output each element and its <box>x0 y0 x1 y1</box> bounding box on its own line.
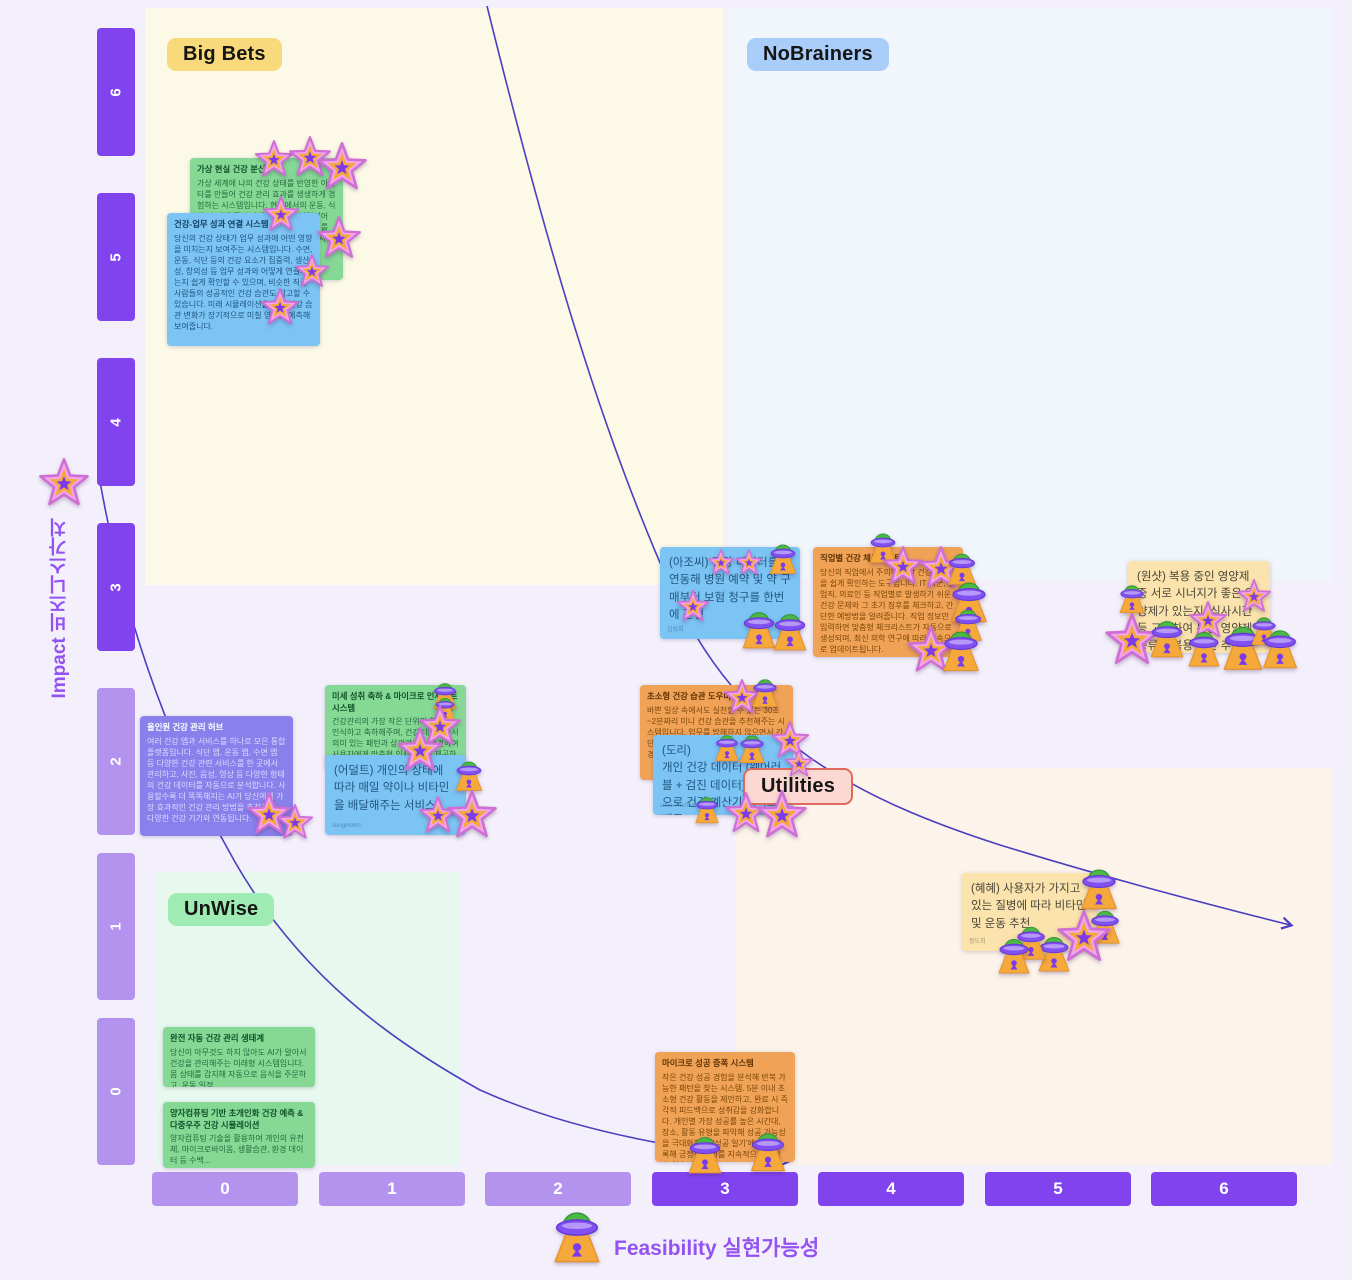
note-author: 김성희 <box>667 627 684 633</box>
star-sticker[interactable] <box>707 549 735 577</box>
ufo-sticker[interactable] <box>766 542 800 576</box>
y-tick-3: 3 <box>97 523 135 651</box>
ufo-sticker[interactable] <box>1034 934 1074 974</box>
quadrant-label-unwise[interactable]: UnWise <box>168 893 275 926</box>
x-tick-4: 4 <box>818 1172 964 1206</box>
note-title: 완전 자동 건강 관리 생태계 <box>170 1033 265 1043</box>
quadrant-label-big-bets[interactable]: Big Bets <box>167 38 282 71</box>
x-axis-title: Feasibility 실현가능성 <box>614 1237 820 1260</box>
star-sticker[interactable] <box>1056 910 1112 966</box>
x-tick-1: 1 <box>319 1172 465 1206</box>
note-body: 당신이 아무것도 하지 않아도 AI가 알아서 건강을 관리해주는 미래형 시스… <box>170 1047 307 1087</box>
quadrant-label-nobrainers[interactable]: NoBrainers <box>747 38 889 71</box>
y-tick-0: 0 <box>97 1018 135 1165</box>
quadrant-nobrainers-area <box>727 8 1332 580</box>
note-title: 건강-업무 성과 연결 시스템 <box>174 219 269 229</box>
note-author: 정도희 <box>969 939 986 945</box>
ufo-sticker[interactable] <box>994 936 1034 976</box>
star-sticker[interactable] <box>254 140 294 180</box>
star-sticker[interactable] <box>756 790 808 842</box>
y-tick-5: 5 <box>97 193 135 321</box>
ufo-sticker[interactable] <box>938 628 984 674</box>
star-sticker[interactable] <box>262 196 300 234</box>
star-sticker[interactable] <box>288 136 332 180</box>
ufo-sticker[interactable] <box>1116 583 1148 615</box>
star-sticker[interactable] <box>316 216 362 262</box>
ufo-sticker[interactable] <box>684 1134 726 1176</box>
star-sticker[interactable] <box>276 804 314 842</box>
note-author: sungin0607 <box>332 823 364 829</box>
y-axis-title: Impact 비즈니스가치 <box>49 518 70 699</box>
y-tick-6: 6 <box>97 28 135 156</box>
star-sticker[interactable] <box>735 549 763 577</box>
x-tick-5: 5 <box>985 1172 1131 1206</box>
star-sticker[interactable] <box>446 790 498 842</box>
x-tick-2: 2 <box>485 1172 631 1206</box>
note-title: 올인원 건강 관리 허브 <box>147 722 224 732</box>
ufo-sticker[interactable] <box>692 795 722 825</box>
star-sticker[interactable] <box>294 254 330 290</box>
y-tick-1: 1 <box>97 853 135 1000</box>
star-sticker[interactable] <box>396 727 444 775</box>
star-sticker[interactable] <box>784 749 814 779</box>
star-sticker[interactable] <box>38 458 90 510</box>
note-title: 양자컴퓨팅 기반 초개인화 건강 예측 & 다중우주 건강 시뮬레이션 <box>170 1108 304 1130</box>
ufo-sticker[interactable] <box>749 677 781 709</box>
ufo-sticker[interactable] <box>1258 627 1302 671</box>
x-tick-6: 6 <box>1151 1172 1297 1206</box>
note-title: 가상 현실 건강 분신 <box>197 164 266 174</box>
ufo-sticker[interactable] <box>1076 866 1122 912</box>
ufo-sticker[interactable] <box>1012 924 1050 962</box>
ufo-sticker[interactable] <box>736 733 768 765</box>
star-sticker[interactable] <box>1236 579 1272 615</box>
ufo-sticker[interactable] <box>452 759 486 793</box>
ufo-sticker[interactable] <box>769 611 811 653</box>
ufo-sticker[interactable] <box>1146 618 1188 660</box>
x-tick-3: 3 <box>652 1172 798 1206</box>
star-sticker[interactable] <box>316 142 368 194</box>
note-title: 마이크로 성공 증폭 시스템 <box>662 1058 754 1068</box>
x-tick-0: 0 <box>152 1172 298 1206</box>
star-sticker[interactable] <box>260 288 300 328</box>
ufo-sticker[interactable] <box>746 1130 790 1174</box>
y-tick-2: 2 <box>97 688 135 835</box>
note-body: 양자컴퓨팅 기술을 활용하여 개인의 유전체, 마이크로바이옴, 생활습관, 환… <box>170 1134 305 1166</box>
ufo-sticker[interactable] <box>548 1208 606 1266</box>
y-tick-4: 4 <box>97 358 135 486</box>
star-sticker[interactable] <box>676 590 710 624</box>
